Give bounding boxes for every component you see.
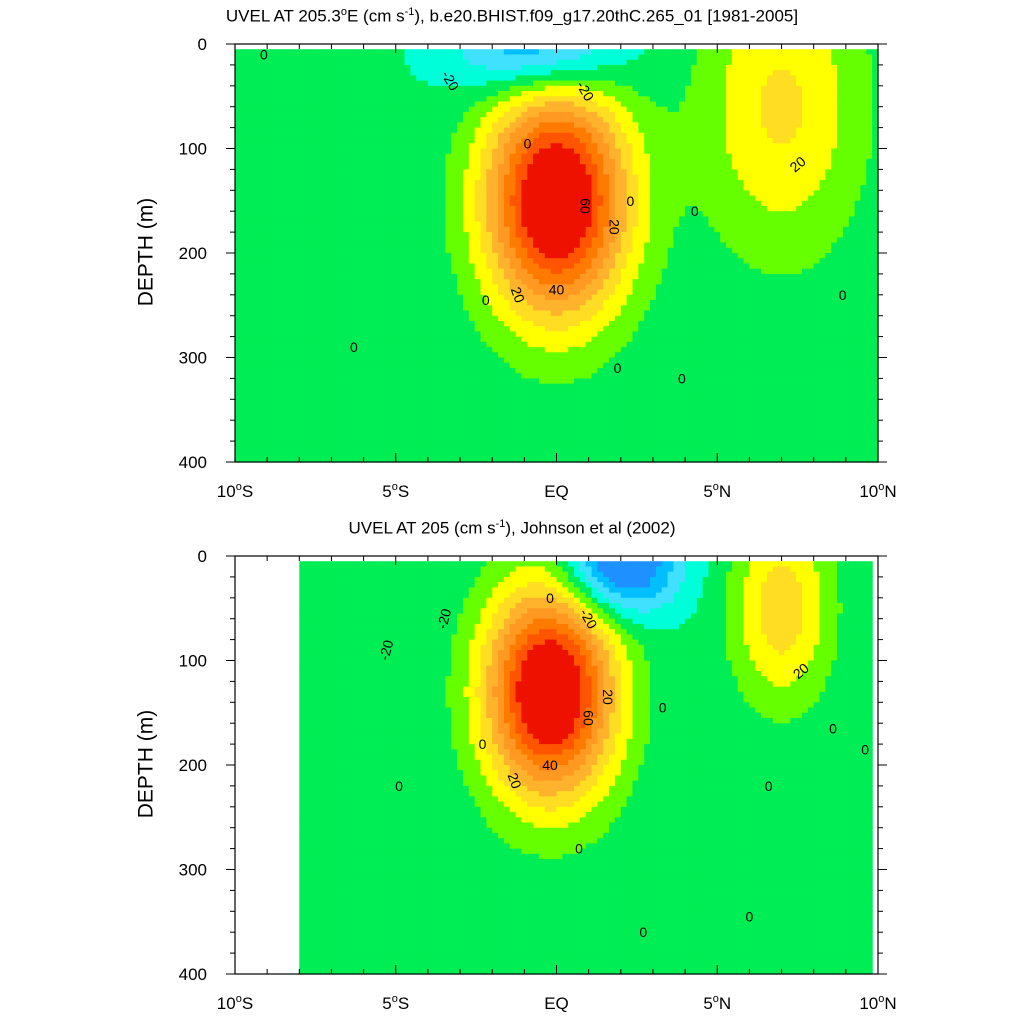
contour-label: 0 — [746, 909, 754, 925]
contour-fill — [235, 49, 879, 463]
contour-label: 0 — [829, 720, 837, 736]
contour-label: 20 — [606, 219, 622, 235]
contour-label: 0 — [260, 46, 268, 62]
contour-label: 0 — [659, 700, 667, 716]
contour-fill — [299, 561, 873, 975]
y-tick-label: 100 — [179, 140, 207, 159]
y-tick-label: 300 — [179, 861, 207, 880]
chart-observations: 10oS 5oS EQ 5oN 10oN0100200300400-20-200-202… — [179, 547, 897, 1013]
panel-observations: UVEL AT 205 (cm s-1), Johnson et al (200… — [0, 512, 1024, 1024]
x-tick-label: 5oS — [382, 481, 409, 501]
contour-label: -20 — [376, 638, 397, 662]
contour-label: 0 — [639, 924, 647, 940]
contour-label: 0 — [479, 736, 487, 752]
x-tick-label: EQ — [544, 482, 569, 501]
contour-label: 0 — [350, 339, 358, 355]
contour-label: 60 — [581, 710, 597, 726]
x-tick-label: 5oS — [382, 993, 409, 1013]
x-tick-label: 10oS — [217, 993, 253, 1013]
contour-label: 0 — [482, 292, 490, 308]
contour-label: 20 — [505, 771, 525, 791]
contour-label: 60 — [577, 198, 593, 214]
y-tick-label: 200 — [179, 756, 207, 775]
x-tick-label: 5oN — [703, 481, 731, 501]
y-tick-label: 200 — [179, 244, 207, 263]
y-tick-label: 100 — [179, 652, 207, 671]
contour-label: 0 — [524, 135, 532, 151]
contour-label: 0 — [691, 203, 699, 219]
contour-label: 0 — [861, 741, 869, 757]
contour-label: 0 — [575, 841, 583, 857]
contour-label: 0 — [546, 590, 554, 606]
y-tick-label: 400 — [179, 453, 207, 472]
y-tick-label: 0 — [198, 35, 207, 54]
y-tick-label: 300 — [179, 349, 207, 368]
contour-label: 0 — [765, 778, 773, 794]
chart-title: UVEL AT 205.3oE (cm s-1), b.e20.BHIST.f0… — [225, 6, 799, 26]
contour-label: -20 — [434, 607, 455, 631]
panel-model: UVEL AT 205.3oE (cm s-1), b.e20.BHIST.f0… — [134, 6, 897, 501]
contour-label: 0 — [614, 360, 622, 376]
contour-label: 40 — [542, 757, 558, 773]
chart-title: UVEL AT 205 (cm s-1), Johnson et al (200… — [348, 518, 676, 538]
x-tick-label: EQ — [544, 994, 569, 1013]
contour-label: 0 — [678, 370, 686, 386]
x-tick-label: 10oS — [217, 481, 253, 501]
contour-label: 20 — [508, 285, 528, 305]
y-tick-label: 0 — [198, 547, 207, 566]
contour-label: 40 — [549, 282, 565, 298]
contour-label: 0 — [395, 778, 403, 794]
x-tick-label: 10oN — [859, 993, 896, 1013]
contour-label: 0 — [627, 193, 635, 209]
y-tick-label: 400 — [179, 965, 207, 984]
x-tick-label: 10oN — [859, 481, 896, 501]
x-tick-label: 5oN — [703, 993, 731, 1013]
contour-label: 20 — [600, 689, 616, 705]
contour-label: 0 — [839, 287, 847, 303]
